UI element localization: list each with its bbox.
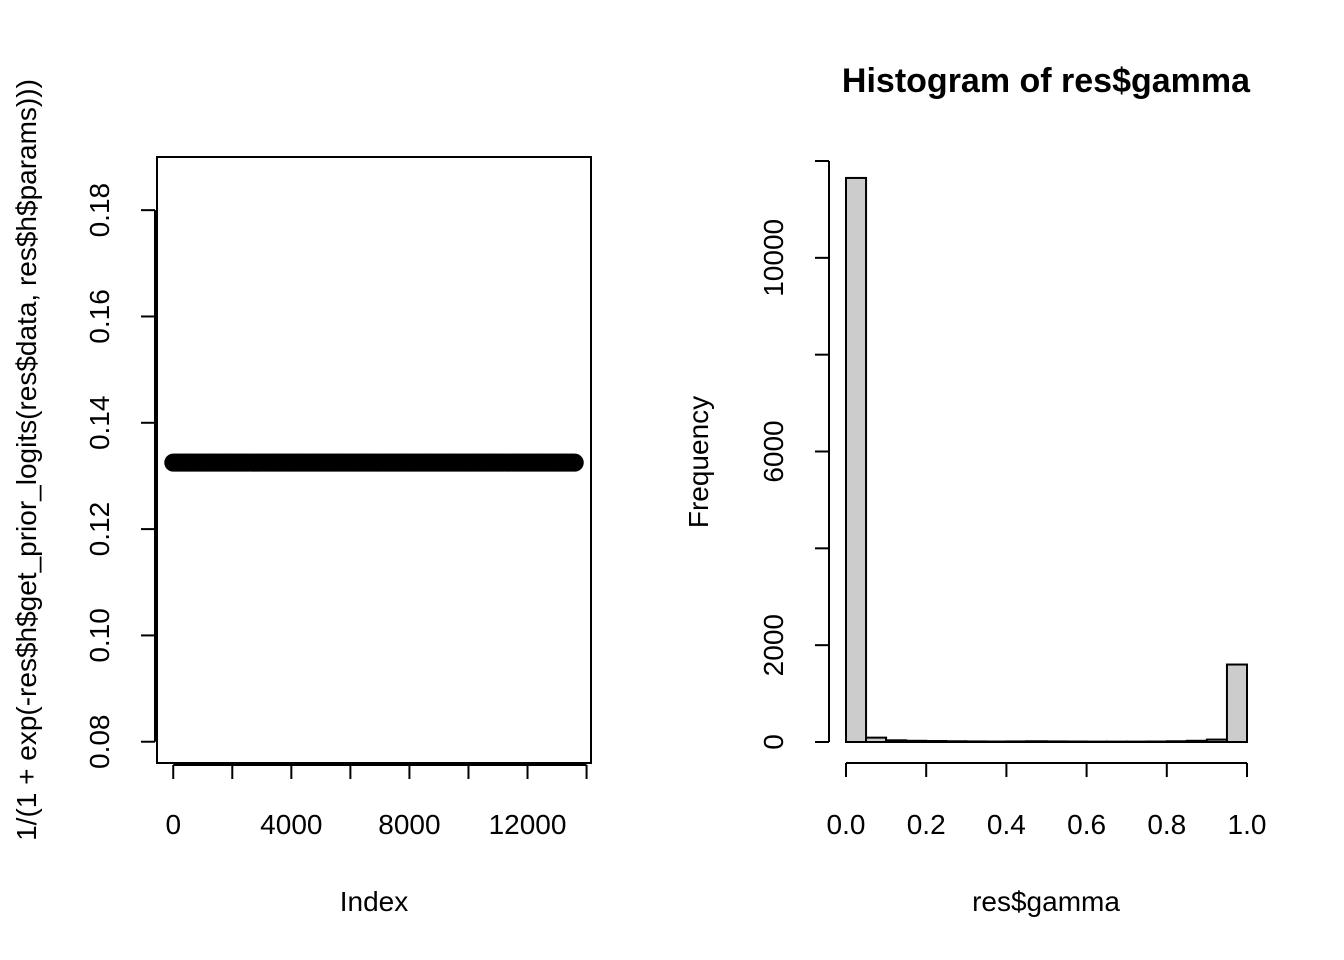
histogram-x-tick-label: 0.6: [1067, 809, 1106, 840]
scatter-y-tick-label: 0.18: [84, 183, 115, 238]
scatter-x-tick-label: 8000: [378, 809, 440, 840]
histogram-bar: [1185, 739, 1208, 743]
scatter-panel: 0 4000 8000 12000 0.080.100.120.140.160.18 …: [11, 79, 592, 917]
histogram-y-axis: 0 2000 6000 10000: [758, 160, 830, 750]
scatter-y-axis: 0.08 0.10 0.12 0.14 0.16 0.18: [84, 183, 156, 769]
histogram-bar: [925, 740, 948, 744]
scatter-y-tick-label: 0.08: [84, 714, 115, 769]
scatter-x-tick-label: 12000: [489, 809, 567, 840]
histogram-bar: [1165, 740, 1188, 744]
scatter-y-tick-label: 0.14: [84, 396, 115, 451]
scatter-y-tick-label: 0.16: [84, 289, 115, 344]
histogram-y-tick-label: 10000: [758, 219, 789, 297]
histogram-bar: [865, 736, 888, 744]
scatter-plot-box: [156, 156, 592, 764]
histogram-y-tick-label: 2000: [758, 614, 789, 676]
scatter-y-tick-label: 0.10: [84, 608, 115, 663]
histogram-bar: [885, 739, 908, 743]
histogram-y-axis-title: Frequency: [683, 396, 714, 528]
histogram-panel: Histogram of res$gamma 0.0 0.2 0.4 0.6 0.8 1.…: [683, 62, 1266, 917]
histogram-bar: [1225, 663, 1248, 744]
histogram-x-tick-label: 0.0: [827, 809, 866, 840]
scatter-y-axis-title: 1/(1 + exp(-res$h$get_prior_logits(res$d…: [11, 79, 42, 841]
scatter-x-axis: 0 4000 8000 12000: [165, 764, 588, 840]
histogram-bar: [965, 740, 988, 743]
histogram-y-tick-label: 6000: [758, 420, 789, 482]
histogram-bar: [1205, 738, 1228, 744]
histogram-bar: [845, 176, 868, 743]
scatter-y-tick-label: 0.12: [84, 502, 115, 557]
scatter-point: [565, 453, 584, 472]
histogram-x-tick-label: 0.8: [1147, 809, 1186, 840]
histogram-y-tick-label: 0: [758, 734, 789, 750]
histogram-x-axis-title: res$gamma: [972, 886, 1120, 917]
histogram-x-tick-label: 0.2: [907, 809, 946, 840]
scatter-x-tick-label: 4000: [260, 809, 322, 840]
histogram-bar: [1005, 740, 1028, 743]
scatter-points: [164, 453, 584, 472]
histogram-bar: [945, 740, 968, 744]
histogram-x-tick-label: 0.4: [987, 809, 1026, 840]
scatter-x-axis-title: Index: [340, 886, 409, 917]
histogram-bar: [1045, 740, 1068, 743]
histogram-bar: [905, 739, 928, 743]
scatter-x-tick-label: 0: [165, 809, 181, 840]
histogram-bars: [845, 176, 1248, 744]
histogram-title: Histogram of res$gamma: [842, 62, 1251, 100]
histogram-x-tick-label: 1.0: [1228, 809, 1267, 840]
histogram-x-axis: 0.0 0.2 0.4 0.6 0.8 1.0: [827, 762, 1267, 840]
histogram-bar: [1025, 740, 1048, 744]
